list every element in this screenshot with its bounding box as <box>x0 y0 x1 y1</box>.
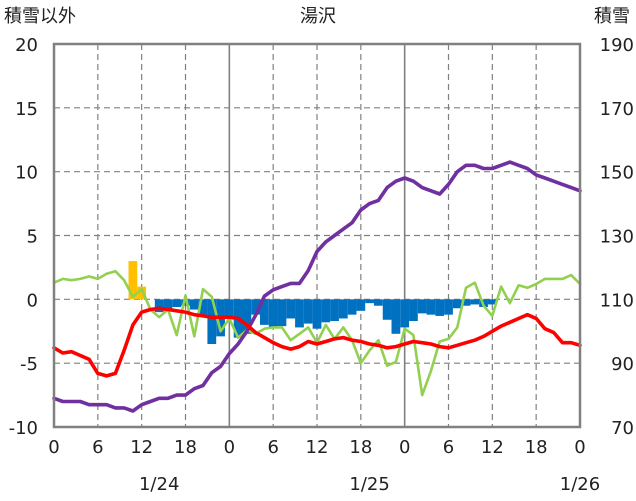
negative-bar <box>461 299 471 306</box>
positive-bar <box>137 286 147 300</box>
snow_depth-line <box>52 160 582 413</box>
x-tick-label: 6 <box>92 437 103 458</box>
negative-bar <box>207 299 217 345</box>
left-tick-labels: 20 15 10 5 0 -5 -10 <box>9 35 38 439</box>
negative-bar <box>400 299 410 328</box>
right-tick-label: 70 <box>611 418 634 439</box>
left-axis-label: 積雪以外 <box>4 6 76 27</box>
negative-bar <box>373 299 383 306</box>
negative-bar <box>321 299 331 323</box>
temperature-line <box>52 306 582 378</box>
x-tick-label: 6 <box>267 437 278 458</box>
negative-bar <box>435 299 445 316</box>
x-tick-label: 12 <box>306 437 329 458</box>
negative-bar <box>487 299 497 305</box>
left-tick-label: 15 <box>15 99 38 120</box>
right-tick-labels: 190 170 150 130 110 90 70 <box>600 35 634 439</box>
negative-bar <box>181 299 190 306</box>
chart-title: 湯沢 <box>300 6 336 27</box>
negative-bar <box>356 299 366 311</box>
negative-bar <box>260 299 269 325</box>
x-tick-label: 12 <box>130 437 153 458</box>
plot-frame <box>52 42 582 429</box>
right-tick-label: 170 <box>600 99 634 120</box>
negative-bar <box>444 299 453 315</box>
right-tick-label: 150 <box>600 163 634 184</box>
positive-bar <box>128 261 138 300</box>
negative-bar <box>347 299 357 315</box>
x-tick-label: 18 <box>174 437 197 458</box>
negative-bar <box>268 299 278 328</box>
negative-bar <box>198 299 208 315</box>
negative-bar <box>172 299 182 307</box>
negative-bar <box>251 299 261 315</box>
negative-bar <box>224 299 234 319</box>
x-tick-label: 18 <box>349 437 372 458</box>
negative-bar <box>470 299 480 305</box>
date-label: 1/26 <box>560 474 600 495</box>
x-tick-label: 0 <box>399 437 410 458</box>
negative-bar <box>365 299 374 304</box>
right-axis-label: 積雪 <box>594 6 630 27</box>
right-tick-label: 130 <box>600 227 634 248</box>
right-tick-label: 90 <box>611 354 634 375</box>
left-tick-label: -5 <box>20 354 38 375</box>
negative-bar <box>330 299 339 322</box>
left-tick-label: 0 <box>27 290 38 311</box>
negative-bar <box>382 299 392 320</box>
negative-bar <box>163 299 173 310</box>
right-tick-label: 190 <box>600 35 634 56</box>
negative-bar <box>295 299 304 328</box>
negative-bar <box>303 299 313 324</box>
x-tick-label: 6 <box>443 437 454 458</box>
left-tick-label: 5 <box>27 227 38 248</box>
date-label: 1/25 <box>349 474 389 495</box>
x-tick-label: 0 <box>224 437 235 458</box>
negative-bar <box>277 299 287 327</box>
grid-lines <box>54 44 580 427</box>
date-labels: 1/24 1/25 1/26 <box>139 474 600 495</box>
negative-bar <box>154 299 164 313</box>
x-tick-label: 12 <box>481 437 504 458</box>
negative-bar <box>426 299 436 315</box>
negative-bar <box>242 299 252 334</box>
negative-bar <box>391 299 401 334</box>
x-tick-label: 18 <box>525 437 548 458</box>
line-series <box>52 160 582 413</box>
left-tick-label: -10 <box>9 418 38 439</box>
negative-bar <box>452 299 462 309</box>
x-tick-label: 0 <box>48 437 59 458</box>
negative-bar <box>409 299 418 322</box>
negative-bar <box>312 299 322 329</box>
date-label: 1/24 <box>139 474 179 495</box>
left-tick-label: 10 <box>15 163 38 184</box>
x-tick-labels: 0 6 12 18 0 6 12 18 0 6 12 18 0 <box>48 437 585 458</box>
left-tick-label: 20 <box>15 35 38 56</box>
right-tick-label: 110 <box>600 290 634 311</box>
negative-bar <box>189 299 199 310</box>
negative-bar <box>417 299 427 314</box>
x-tick-label: 0 <box>574 437 585 458</box>
negative-bar <box>338 299 348 319</box>
negative-bar <box>286 299 296 319</box>
